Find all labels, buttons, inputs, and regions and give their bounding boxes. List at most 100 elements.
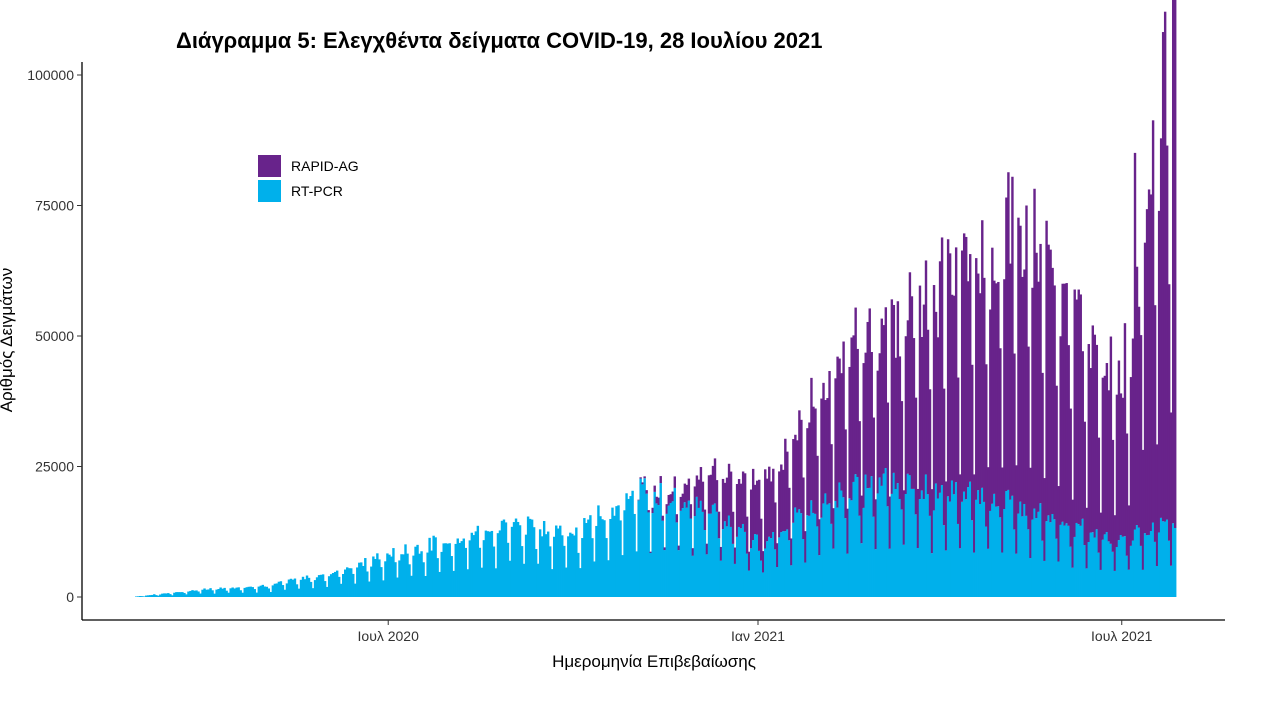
bar-rt-pcr: [884, 468, 888, 597]
bar-day: [969, 254, 972, 597]
bar-rapid-ag: [707, 475, 711, 514]
bar-rt-pcr: [221, 588, 224, 597]
bar-rt-pcr: [307, 577, 311, 597]
bar-day: [631, 490, 634, 597]
bar-day: [412, 555, 415, 597]
bar-day: [625, 493, 628, 597]
bar-rt-pcr: [997, 506, 1000, 597]
bar-day: [685, 484, 689, 597]
bar-day: [213, 593, 216, 597]
bar-day: [231, 587, 234, 597]
bar-rapid-ag: [713, 458, 717, 504]
bar-day: [1125, 433, 1129, 597]
bar-day: [649, 551, 652, 597]
bar-rapid-ag: [659, 476, 662, 484]
bar-day: [372, 556, 375, 597]
bar-day: [776, 543, 779, 597]
bar-day: [1099, 512, 1103, 597]
bar-rt-pcr: [854, 474, 857, 597]
bar-day: [559, 525, 562, 597]
bar-day: [183, 592, 186, 597]
bar-rapid-ag: [760, 518, 763, 561]
bar-rapid-ag: [1117, 360, 1121, 541]
bar-rt-pcr: [458, 542, 461, 597]
bar-rt-pcr: [737, 526, 741, 597]
bar-rapid-ag: [920, 336, 924, 491]
bar-rapid-ag: [932, 285, 936, 511]
bar-rt-pcr: [398, 560, 401, 597]
bar-day: [695, 475, 699, 597]
bar-rapid-ag: [977, 273, 980, 491]
bar-day: [900, 401, 904, 597]
bar-rapid-ag: [753, 484, 757, 535]
bar-day: [940, 237, 944, 597]
bar-rt-pcr: [1111, 551, 1115, 597]
bar-rt-pcr: [1095, 529, 1099, 597]
bar-rt-pcr: [643, 478, 646, 597]
bar-day: [615, 506, 618, 597]
bar-day: [942, 388, 946, 597]
bar-day: [733, 547, 737, 597]
bar-day: [1117, 360, 1121, 597]
bar-day: [1145, 209, 1149, 597]
bar-rapid-ag: [924, 260, 928, 475]
bar-day: [470, 532, 474, 597]
bar-rt-pcr: [303, 579, 307, 597]
bar-day: [987, 467, 990, 597]
bar-day: [800, 419, 803, 597]
bar-day: [713, 458, 717, 597]
bar-rt-pcr: [1027, 529, 1030, 597]
bar-rt-pcr: [161, 593, 164, 597]
bar-rt-pcr: [424, 576, 427, 597]
bar-rapid-ag: [733, 547, 737, 564]
bar-rt-pcr: [922, 498, 926, 597]
bar-day: [824, 400, 827, 597]
bar-rt-pcr: [183, 592, 186, 597]
bar-rapid-ag: [747, 551, 751, 571]
bar-rapid-ag: [896, 301, 900, 484]
bar-rt-pcr: [352, 573, 355, 597]
bar-day: [691, 548, 695, 597]
bar-rt-pcr: [1161, 521, 1165, 597]
bar-rt-pcr: [1069, 546, 1072, 597]
bar-day: [1159, 138, 1163, 597]
bar-rt-pcr: [396, 577, 399, 597]
bar-rt-pcr: [834, 500, 837, 597]
bar-day: [520, 546, 524, 597]
bar-day: [273, 583, 277, 597]
bar-rt-pcr: [344, 569, 347, 597]
bar-day: [356, 567, 359, 597]
bar-day: [908, 272, 912, 597]
bar-day: [834, 378, 837, 597]
bar-rt-pcr: [741, 523, 745, 597]
bar-rt-pcr: [287, 579, 291, 597]
bar-rt-pcr: [408, 564, 411, 597]
bar-day: [1127, 505, 1131, 597]
bar-rt-pcr: [1001, 552, 1004, 597]
bar-rt-pcr: [900, 509, 904, 597]
bar-day: [1057, 486, 1060, 597]
bar-day: [478, 547, 482, 597]
bar-rt-pcr: [1137, 527, 1141, 597]
bar-rt-pcr: [1091, 532, 1095, 597]
bar-day: [627, 498, 630, 597]
bar-rt-pcr: [755, 534, 759, 597]
bar-rt-pcr: [414, 546, 417, 597]
bar-rapid-ag: [1169, 412, 1173, 566]
bar-day: [1139, 335, 1143, 597]
bar-day: [667, 494, 670, 597]
bar-day: [1019, 225, 1022, 597]
bar-rt-pcr: [241, 592, 244, 597]
bar-rapid-ag: [755, 480, 759, 535]
bar-day: [858, 421, 861, 597]
bar-rapid-ag: [764, 469, 767, 549]
bar-rapid-ag: [647, 510, 650, 513]
bar-rapid-ag: [1017, 217, 1020, 514]
bar-rapid-ag: [1119, 393, 1123, 535]
bar-rt-pcr: [858, 515, 861, 597]
bar-day: [747, 551, 751, 597]
bar-day: [241, 592, 244, 597]
bar-day: [1039, 243, 1042, 597]
bar-rapid-ag: [776, 543, 779, 568]
bar-rt-pcr: [319, 574, 323, 597]
